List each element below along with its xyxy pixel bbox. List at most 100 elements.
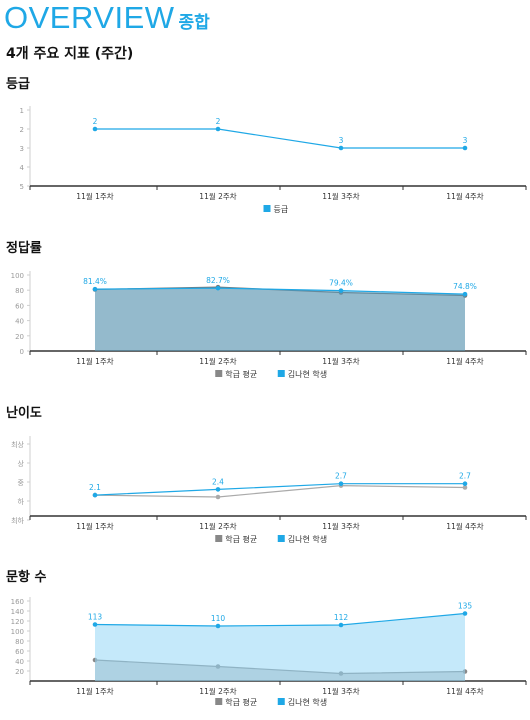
y-tick-label: 5 (20, 183, 24, 191)
page-title-sub: 종합 (178, 13, 210, 33)
data-label: 2.4 (212, 477, 224, 486)
data-point (92, 286, 98, 292)
data-point (338, 145, 344, 151)
y-tick-label: 최하 (11, 516, 24, 525)
data-label: 3 (463, 136, 468, 145)
x-tick-label: 11월 4주차 (446, 191, 483, 201)
page-subtitle: 4개 주요 지표 (주간) (6, 46, 134, 62)
x-tick-label: 11월 3주차 (322, 191, 359, 201)
data-point (215, 285, 221, 291)
y-tick-label: 40 (15, 318, 24, 326)
y-tick-label: 80 (15, 638, 24, 646)
x-tick-label: 11월 1주차 (76, 356, 113, 366)
data-label: 81.4% (83, 277, 107, 286)
chart-title-grade: 등급 (6, 77, 30, 92)
y-tick-label: 60 (15, 648, 24, 656)
x-tick-label: 11월 1주차 (76, 686, 113, 696)
chart-title-difficulty: 난이도 (6, 406, 42, 421)
legend-swatch (277, 370, 285, 377)
series-area-0 (95, 287, 465, 351)
data-label: 113 (88, 613, 103, 622)
legend-swatch (277, 698, 285, 705)
series-area-1 (95, 613, 465, 681)
data-point (338, 288, 344, 293)
data-point (92, 622, 98, 627)
x-tick-label: 11월 2주차 (199, 686, 236, 696)
data-label: 2 (216, 117, 221, 126)
data-label: 135 (458, 602, 473, 611)
page-title: OVERVIEW (4, 0, 175, 35)
legend-swatch (215, 698, 223, 705)
legend-label: 김나현 학생 (288, 697, 327, 707)
legend-label: 학급 평균 (225, 534, 257, 544)
x-tick-label: 11월 4주차 (446, 356, 483, 366)
x-tick-label: 11월 3주차 (322, 686, 359, 696)
x-tick-label: 11월 1주차 (76, 191, 113, 201)
legend-swatch (263, 205, 271, 212)
legend-swatch (215, 535, 223, 542)
y-tick-label: 140 (11, 608, 24, 616)
data-label: 79.4% (329, 279, 353, 288)
data-point (462, 611, 468, 616)
y-tick-label: 4 (20, 164, 25, 172)
legend-label: 학급 평균 (225, 697, 257, 707)
x-tick-label: 11월 2주차 (199, 191, 236, 201)
page-header: OVERVIEW 종합 (4, 0, 210, 36)
x-tick-label: 11월 2주차 (199, 356, 236, 366)
data-point (215, 494, 221, 500)
series-line-1 (94, 612, 466, 627)
data-label: 82.7% (206, 276, 230, 285)
x-tick-label: 11월 4주차 (446, 686, 483, 696)
y-tick-label: 20 (15, 668, 24, 676)
y-tick-label: 상 (18, 459, 25, 468)
x-tick-label: 11월 2주차 (199, 521, 236, 531)
y-tick-label: 100 (11, 272, 24, 280)
y-tick-label: 80 (15, 287, 24, 295)
data-label: 3 (339, 136, 344, 145)
series-line-1 (94, 483, 465, 496)
data-point (462, 291, 468, 297)
y-tick-label: 120 (11, 618, 24, 626)
data-label: 2 (93, 117, 98, 126)
legend-label: 등급 (274, 205, 289, 214)
data-label: 74.8% (453, 282, 477, 291)
legend-label: 김나현 학생 (288, 534, 327, 544)
data-point (92, 126, 98, 132)
y-tick-label: 60 (15, 302, 24, 310)
data-point (462, 481, 468, 486)
y-tick-label: 하 (18, 497, 25, 506)
data-label: 2.1 (89, 483, 101, 492)
data-label: 2.7 (335, 472, 347, 481)
series-area-1 (95, 288, 465, 351)
y-tick-label: 3 (20, 145, 24, 153)
data-label: 2.7 (459, 472, 471, 481)
chart-title-questions: 문항 수 (6, 570, 47, 585)
legend-swatch (277, 535, 285, 542)
y-tick-label: 40 (15, 658, 24, 666)
chart-title-accuracy: 정답률 (6, 241, 42, 256)
question-count-chart: 20 40 60 80 100 120 140 160 11월 1주차 11월 2주차 11월 3주… (11, 597, 527, 707)
data-label: 110 (211, 614, 226, 623)
y-tick-label: 최상 (11, 440, 24, 449)
data-point (215, 623, 221, 629)
data-point (338, 622, 344, 628)
data-point (338, 481, 344, 486)
y-tick-label: 2 (20, 126, 24, 134)
data-point (462, 145, 468, 151)
y-tick-label: 100 (11, 628, 24, 636)
series-line-0 (94, 484, 466, 498)
accuracy-chart: 0 20 40 60 80 100 11월 1주차 11월 2주차 11월 3주차 11월 4주차… (11, 271, 527, 379)
y-tick-label: 0 (20, 348, 24, 356)
x-tick-label: 11월 1주차 (76, 521, 113, 531)
difficulty-chart: 최하 하 중 상 최상 11월 1주차 11월 2주차 11월 3주차 11월 4주차 2.1 2.… (11, 436, 527, 544)
grade-chart: 1 2 3 4 5 11월 1주차 11월 2주차 11월 3주차 11월 4주차 2 2 3 3 등급 (20, 106, 527, 214)
y-tick-label: 20 (15, 333, 24, 341)
x-tick-label: 11월 3주차 (322, 521, 359, 531)
data-label: 112 (334, 613, 349, 622)
x-tick-label: 11월 3주차 (322, 356, 359, 366)
y-tick-label: 1 (20, 107, 24, 115)
legend-label: 김나현 학생 (288, 369, 327, 379)
series-line-0 (95, 128, 465, 149)
y-tick-label: 중 (18, 479, 25, 487)
y-tick-label: 160 (11, 598, 24, 606)
